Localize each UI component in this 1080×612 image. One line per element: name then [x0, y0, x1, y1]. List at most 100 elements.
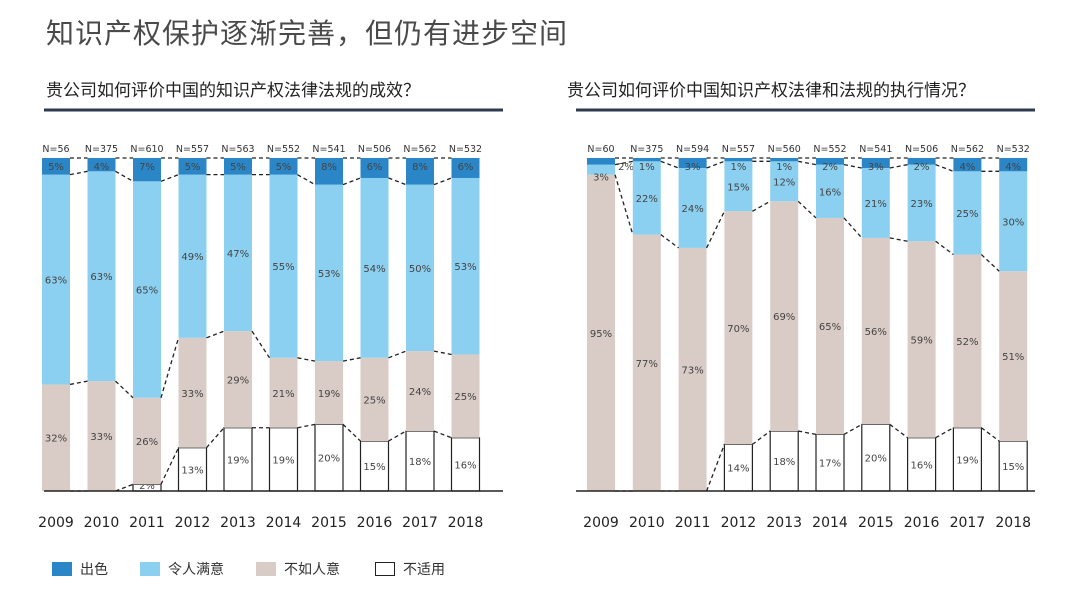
- connector-line: [297, 174, 316, 186]
- bar-segment-satisfactory: [953, 171, 982, 255]
- data-label: 70%: [727, 324, 749, 335]
- sample-size-label: N=375: [85, 144, 118, 155]
- data-label: 4%: [1005, 162, 1021, 173]
- connector-line: [660, 234, 679, 249]
- legend-item-unsatisfactory: 不如人意: [256, 558, 340, 580]
- connector-line: [160, 174, 179, 182]
- data-label: 19%: [227, 455, 249, 466]
- sample-size-label: N=594: [676, 144, 709, 155]
- bar-segment-outstanding: [999, 158, 1028, 172]
- bar-segment-satisfactory: [861, 167, 890, 238]
- data-label: 55%: [272, 262, 294, 273]
- data-label: 4%: [959, 162, 975, 173]
- data-label: 20%: [865, 454, 887, 465]
- connector-line: [614, 174, 634, 235]
- bar-segment-outstanding: [907, 158, 936, 165]
- data-label: 25%: [454, 392, 476, 403]
- bar-segment-unsatisfactory: [861, 237, 890, 425]
- chart-title: 贵公司如何评价中国知识产权法律和法规的执行情况？: [567, 81, 975, 101]
- data-label: 53%: [454, 262, 476, 273]
- bar-segment-not-applicable: [861, 423, 891, 492]
- bar-segment-not-applicable: [405, 430, 435, 492]
- connector-line: [935, 164, 954, 172]
- data-label: 25%: [956, 209, 978, 220]
- bar-segment-not-applicable: [268, 427, 299, 492]
- chart-title: 贵公司如何评价中国的知识产权法律法规的成效？: [46, 81, 420, 101]
- sample-size-label: N=562: [951, 144, 984, 155]
- data-label: 50%: [409, 264, 431, 275]
- data-label: 15%: [727, 182, 749, 193]
- data-label: 18%: [409, 457, 431, 468]
- legend-label: 令人满意: [168, 562, 224, 578]
- sample-size-label: N=532: [997, 144, 1030, 155]
- bar-segment-outstanding: [224, 158, 252, 175]
- bar-segment-unsatisfactory: [133, 397, 161, 485]
- data-label: 6%: [367, 162, 383, 173]
- data-label: 26%: [136, 437, 158, 448]
- data-label: 33%: [181, 389, 203, 400]
- data-label: 5%: [230, 162, 246, 173]
- data-label: 21%: [865, 199, 887, 210]
- data-label: 53%: [318, 269, 340, 280]
- legend-swatch-not-applicable: [375, 562, 395, 576]
- bar-segment-unsatisfactory: [770, 201, 799, 432]
- connector-line: [115, 380, 134, 399]
- connector-line: [797, 200, 817, 219]
- page-title: 知识产权保护逐渐完善，但仍有进步空间: [46, 17, 569, 50]
- connector-line: [206, 427, 225, 449]
- connector-line: [433, 430, 452, 439]
- x-tick-label: 2016: [904, 515, 940, 531]
- x-tick-label: 2012: [175, 515, 211, 531]
- x-tick-label: 2018: [995, 515, 1031, 531]
- connector-line: [297, 423, 316, 429]
- data-label: 51%: [1002, 352, 1024, 363]
- bar-segment-outstanding: [770, 158, 799, 162]
- connector-line: [980, 254, 1000, 272]
- sample-size-label: N=506: [905, 144, 938, 155]
- bar-segment-satisfactory: [632, 161, 661, 235]
- bar-segment-outstanding: [953, 158, 982, 172]
- legend-item-not-applicable: 不适用: [375, 558, 445, 580]
- bar-segment-unsatisfactory: [406, 351, 434, 432]
- sample-size-label: N=610: [130, 144, 163, 155]
- sample-size-label: N=375: [630, 144, 663, 155]
- sample-size-label: N=541: [859, 144, 892, 155]
- sample-size-label: N=557: [176, 144, 209, 155]
- bar-segment-outstanding: [816, 158, 844, 165]
- bar-segment-outstanding: [87, 158, 116, 172]
- sample-size-label: N=541: [312, 144, 345, 155]
- data-label: 5%: [185, 162, 201, 173]
- data-label: 13%: [181, 465, 203, 476]
- bar-segment-unsatisfactory: [451, 354, 480, 438]
- connector-line: [706, 160, 725, 169]
- bar-segment-unsatisfactory: [953, 254, 982, 428]
- bar-segment-outstanding: [133, 158, 161, 182]
- bar-segment-satisfactory: [724, 161, 753, 212]
- connector-line: [981, 427, 1000, 442]
- data-label: 1%: [730, 162, 746, 173]
- data-label: 32%: [45, 434, 67, 445]
- data-label: 63%: [90, 272, 112, 283]
- bar-segment-unsatisfactory: [678, 247, 707, 491]
- connector-line: [388, 350, 407, 359]
- data-label: 29%: [227, 375, 249, 386]
- bar-segment-unsatisfactory: [360, 357, 389, 442]
- x-tick-label: 2017: [950, 515, 986, 531]
- bar-segment-outstanding: [360, 158, 389, 178]
- data-label: 5%: [48, 162, 64, 173]
- data-label: 8%: [412, 162, 428, 173]
- connector-line: [206, 330, 225, 339]
- data-label: 24%: [681, 204, 703, 215]
- bar-segment-satisfactory: [133, 181, 161, 398]
- data-label: 2%: [822, 162, 838, 173]
- data-label: 1%: [639, 162, 655, 173]
- x-tick-label: 2009: [583, 515, 619, 531]
- bar-segment-outstanding: [678, 158, 707, 168]
- bar-segment-satisfactory: [907, 164, 936, 242]
- connector-line: [388, 177, 407, 186]
- sample-size-label: N=552: [813, 144, 846, 155]
- sample-size-label: N=562: [403, 144, 436, 155]
- x-tick-label: 2011: [675, 515, 711, 531]
- bar-segment-unsatisfactory: [587, 174, 615, 491]
- bar-segment-satisfactory: [587, 164, 615, 175]
